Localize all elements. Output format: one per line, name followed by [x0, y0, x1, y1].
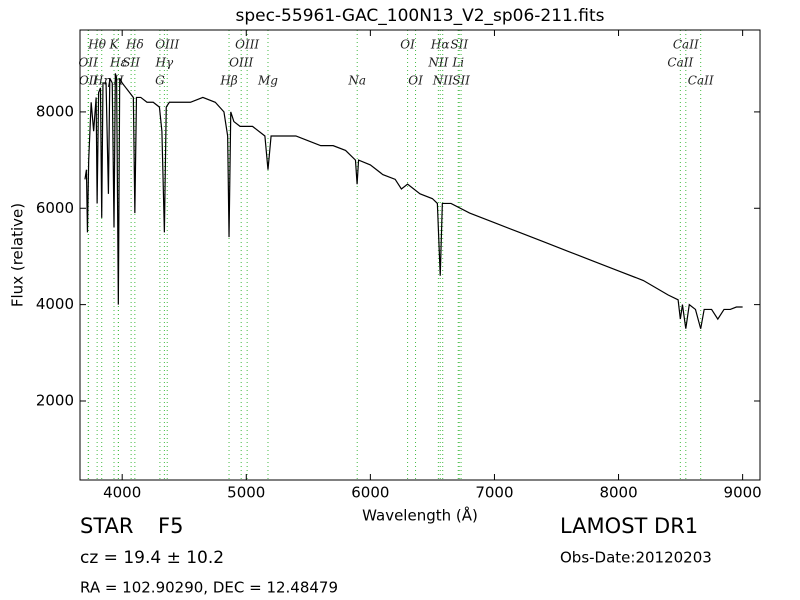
redshift: cz = 19.4 ± 10.2 [80, 548, 224, 568]
x-tick-label: 7000 [475, 484, 513, 502]
coordinates: RA = 102.90290, DEC = 12.48479 [80, 579, 338, 597]
spectral-line-label: Hβ [219, 74, 237, 88]
spectral-line-label: OIII [229, 56, 253, 70]
plot-frame [79, 29, 761, 481]
y-tick-label: 6000 [36, 199, 74, 217]
chart-title: spec-55961-GAC_100N13_V2_sp06-211.fits [235, 6, 604, 26]
spectral-line-label: OIII [155, 38, 179, 52]
spectrum-line [84, 73, 743, 329]
spectral-line-label: OI [400, 38, 415, 52]
spectral-line-label: SII [452, 74, 470, 88]
x-axis-label: Wavelength (Å) [362, 506, 478, 525]
survey: LAMOST DR1 [560, 514, 698, 538]
spectral-line-label: Mg [257, 74, 278, 88]
spectral-line-label: OII [79, 74, 99, 88]
spectral-line-label: Li [451, 56, 464, 70]
obs-date: Obs-Date:20120203 [560, 549, 712, 567]
spectral-line-label: Hγ [155, 56, 174, 70]
x-tick-label: 9000 [724, 484, 762, 502]
y-axis-label: Flux (relative) [9, 203, 27, 307]
spectral-line-label: SII [122, 56, 140, 70]
spectral-line-label: Hθ [87, 38, 106, 52]
spectral-line-label: OI [408, 74, 423, 88]
spectral-line-label: G [155, 74, 165, 88]
spectral-line-label: K [109, 38, 120, 52]
spectral-line-label: CaII [667, 56, 693, 70]
object-class: STAR [80, 514, 133, 538]
y-tick-label: 2000 [36, 391, 74, 409]
x-tick-label: 5000 [227, 484, 265, 502]
y-tick-label: 8000 [36, 102, 74, 120]
spectral-line-label: OIII [235, 38, 259, 52]
y-tick-label: 4000 [36, 295, 74, 313]
spectral-line-label: Hα [430, 38, 450, 52]
spectral-line-label: Hδ [125, 38, 144, 52]
spectral-line-label: NII [432, 74, 453, 88]
spectral-line-label: NII [427, 56, 448, 70]
spectral-line-label: SII [450, 38, 468, 52]
spectral-line-label: Na [347, 74, 366, 88]
spectral-line-label: CaII [673, 38, 699, 52]
spectral-line-label: Hη [92, 74, 111, 88]
spectral-line-label: CaII [688, 74, 714, 88]
x-tick-label: 4000 [103, 484, 141, 502]
spectral-line-label: H [112, 74, 124, 88]
subclass: F5 [158, 514, 183, 538]
x-tick-label: 8000 [599, 484, 637, 502]
x-tick-label: 6000 [351, 484, 389, 502]
